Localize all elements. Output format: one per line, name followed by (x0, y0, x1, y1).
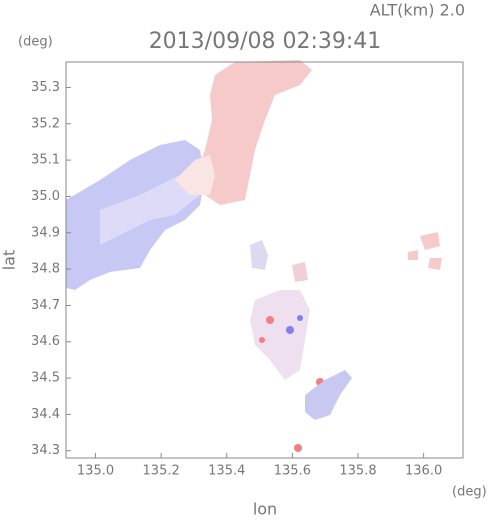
y-tick-label: 35.3 (31, 80, 60, 95)
x-tick-label: 136.0 (405, 464, 442, 479)
y-axis-label: lat (0, 250, 19, 271)
x-tick-label: 135.4 (208, 464, 245, 479)
echo-mixed (292, 262, 308, 282)
x-tick-label: 135.2 (143, 464, 180, 479)
radar-echoes (66, 60, 442, 452)
echo-cell (266, 316, 274, 324)
y-tick-label: 34.4 (31, 407, 60, 422)
x-tick-label: 135.6 (274, 464, 311, 479)
echo-red (408, 232, 442, 270)
echo-cell (297, 315, 303, 321)
echo-cell (294, 444, 302, 452)
y-tick-label: 34.5 (31, 371, 60, 386)
echo-mixed (250, 290, 310, 380)
y-tick-label: 34.3 (31, 443, 60, 458)
y-tick-label: 34.6 (31, 334, 60, 349)
chart-title: 2013/09/08 02:39:41 (149, 29, 382, 54)
y-tick-label: 34.9 (31, 225, 60, 240)
y-tick-label: 35.2 (31, 116, 60, 131)
y-unit: (deg) (18, 35, 53, 50)
echo-red (195, 60, 312, 205)
y-tick-label: 34.7 (31, 298, 60, 313)
plot-frame (65, 61, 464, 459)
echo-red (175, 155, 215, 195)
x-axis-label: lon (253, 500, 277, 519)
x-tick-label: 135.8 (339, 464, 376, 479)
echo-mixed (250, 240, 268, 270)
x-tick-label: 135.0 (77, 464, 114, 479)
echo-blue (305, 370, 352, 420)
y-tick-label: 35.0 (31, 189, 60, 204)
echo-blue (100, 170, 200, 245)
y-tick-label: 35.1 (31, 153, 60, 168)
x-unit: (deg) (452, 485, 487, 500)
echo-cell (286, 326, 294, 334)
echo-cell (259, 337, 265, 343)
y-tick-label: 34.8 (31, 262, 60, 277)
altitude-label: ALT(km) 2.0 (370, 1, 465, 20)
